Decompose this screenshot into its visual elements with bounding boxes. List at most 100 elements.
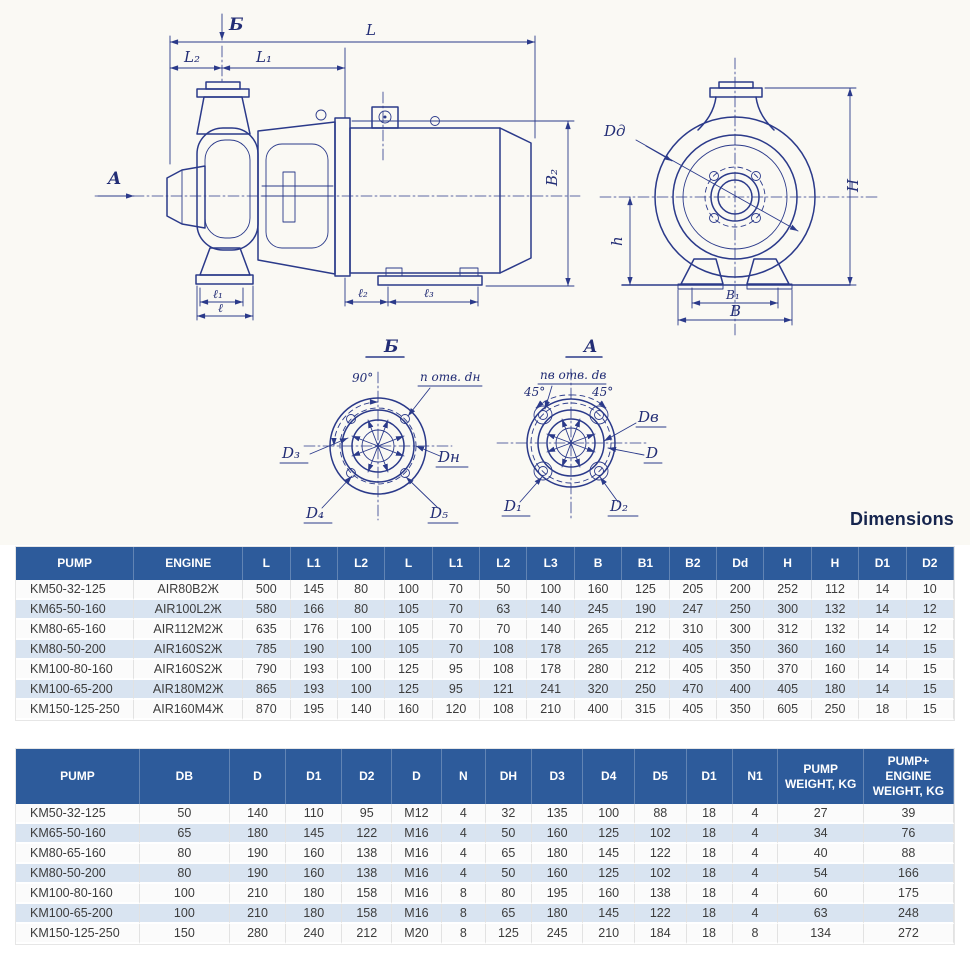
value-cell: 18	[686, 844, 733, 864]
value-cell: 18	[686, 904, 733, 924]
table-row: KM50-32-125 AIR80B2Ж 500 145 80 100 70 50 100 160…	[16, 580, 954, 600]
dim-label-d: D	[645, 444, 658, 462]
value-cell: 8	[441, 924, 486, 944]
column-header: L1	[290, 547, 338, 580]
value-cell: 100	[385, 580, 433, 600]
column-header: L	[243, 547, 291, 580]
value-cell: 180	[531, 904, 584, 924]
pump-name-cell: KM100-65-200	[16, 904, 140, 924]
value-cell: 132	[811, 600, 860, 620]
table-row: KM100-65-200 100 210 180 158 M16 8 65 180 145 122 1…	[16, 904, 954, 924]
flange-b-angle-label: 90°	[352, 371, 373, 385]
value-cell: M16	[392, 824, 442, 844]
value-cell: 14	[859, 640, 907, 660]
value-cell: 50	[485, 864, 532, 884]
value-cell: 180	[286, 884, 343, 904]
value-cell: 280	[229, 924, 287, 944]
value-cell: 160	[574, 580, 623, 600]
dim-label-dn: Dн	[437, 448, 460, 466]
table-row: KM80-65-160 AIR112M2Ж 635 176 100 105 70 70 140 2…	[16, 620, 954, 640]
value-cell: 470	[669, 680, 718, 700]
value-cell: 4	[732, 804, 779, 824]
value-cell: 180	[811, 680, 860, 700]
pump-name-cell: KM150-125-250	[16, 700, 135, 720]
value-cell: 65	[485, 844, 532, 864]
column-header: D2	[906, 547, 954, 580]
table-row: KM100-80-160 100 210 180 158 M16 8 80 195 160 138 1…	[16, 884, 954, 904]
column-header: L2	[480, 547, 528, 580]
value-cell: 360	[764, 640, 812, 660]
value-cell: 18	[686, 864, 733, 884]
value-cell: 4	[441, 824, 486, 844]
value-cell: 635	[243, 620, 291, 640]
value-cell: 50	[485, 824, 532, 844]
value-cell: 65	[139, 824, 230, 844]
table-row: KM100-65-200 AIR180M2Ж 865 193 100 125 95 121 24…	[16, 680, 954, 700]
value-cell: 350	[717, 640, 765, 660]
value-cell: 205	[669, 580, 718, 600]
value-cell: 4	[441, 844, 486, 864]
value-cell: 320	[574, 680, 623, 700]
dim-label-d4: D₄	[305, 504, 324, 522]
value-cell: 210	[229, 884, 287, 904]
value-cell: 18	[686, 924, 733, 944]
dim-label-d5: D₅	[429, 504, 448, 522]
dim-label-el2: ℓ₂	[358, 286, 368, 300]
value-cell: 110	[286, 804, 343, 824]
value-cell: AIR160S2Ж	[134, 660, 244, 680]
value-cell: 105	[385, 600, 433, 620]
value-cell: 241	[527, 680, 575, 700]
side-view: Б L L₂ L₁ A B₂ ℓ₁	[94, 13, 581, 321]
value-cell: 265	[574, 640, 623, 660]
table-header-row: PUMP DB D D1 D2 D N DH D3 D4 D5 D1 N1 PUMP WEIGHT, KG…	[16, 749, 954, 804]
value-cell: 100	[583, 804, 635, 824]
value-cell: AIR80B2Ж	[134, 580, 244, 600]
table-row: KM100-80-160 AIR160S2Ж 790 193 100 125 95 108 17…	[16, 660, 954, 680]
value-cell: 176	[290, 620, 338, 640]
value-cell: 15	[906, 700, 954, 720]
dim-label-d1: D₁	[503, 497, 522, 515]
value-cell: 138	[342, 844, 393, 864]
value-cell: 190	[229, 864, 287, 884]
pump-name-cell: KM80-65-160	[16, 620, 135, 640]
value-cell: 70	[432, 600, 481, 620]
table-row: KM50-32-125 50 140 110 95 M12 4 32 135 100 88 18 4 27…	[16, 804, 954, 824]
value-cell: 138	[635, 884, 687, 904]
column-header: DH	[485, 749, 532, 804]
value-cell: 120	[432, 700, 481, 720]
end-view: Dд H h B₁ B	[599, 57, 881, 339]
value-cell: 212	[342, 924, 393, 944]
value-cell: 135	[531, 804, 584, 824]
value-cell: 39	[863, 804, 954, 824]
column-header: L3	[527, 547, 575, 580]
value-cell: 15	[906, 640, 954, 660]
value-cell: 250	[717, 600, 765, 620]
value-cell: 65	[485, 904, 532, 924]
value-cell: 166	[290, 600, 338, 620]
pump-name-cell: KM65-50-160	[16, 824, 140, 844]
value-cell: 100	[139, 884, 230, 904]
column-header: D	[392, 749, 442, 804]
value-cell: 14	[859, 600, 907, 620]
column-header: D3	[531, 749, 584, 804]
value-cell: 100	[527, 580, 575, 600]
value-cell: 193	[290, 680, 338, 700]
value-cell: 300	[764, 600, 812, 620]
value-cell: 27	[778, 804, 864, 824]
value-cell: 160	[286, 844, 343, 864]
column-header: ENGINE	[134, 547, 244, 580]
value-cell: 14	[859, 660, 907, 680]
value-cell: AIR160M4Ж	[134, 700, 244, 720]
dim-label-b2: B₂	[543, 169, 561, 187]
value-cell: 10	[906, 580, 954, 600]
value-cell: 4	[732, 904, 779, 924]
value-cell: 100	[337, 660, 386, 680]
dim-label-h: H	[844, 178, 862, 193]
value-cell: 405	[669, 640, 718, 660]
value-cell: 70	[432, 620, 481, 640]
value-cell: 8	[441, 884, 486, 904]
value-cell: 245	[574, 600, 623, 620]
dim-label-h-small: h	[608, 236, 626, 246]
column-header: D5	[635, 749, 687, 804]
